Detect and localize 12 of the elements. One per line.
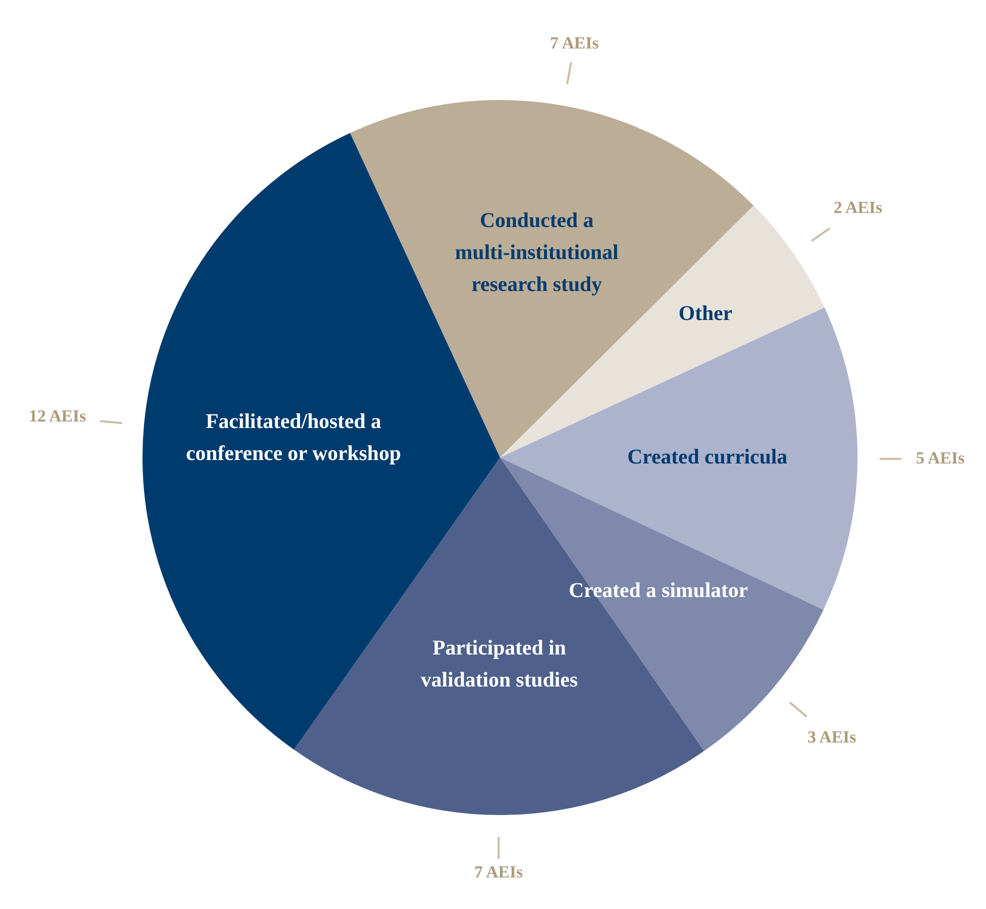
slice-label: Participated in validation studies [420,635,578,692]
data-label: 12 AEIs [28,406,86,426]
slice-label: Created a simulator [568,578,748,602]
slice-label: Created curricula [627,444,788,469]
slice-label: Conducted a multi-institutional research study [455,208,619,296]
slice-label: Other [678,301,732,326]
data-label: 3 AEIs [807,727,857,746]
slice-label: Facilitated/hosted a conference or workshop [186,409,402,466]
data-label: 2 AEIs [834,198,883,218]
data-label: 7 AEIs [474,862,524,882]
data-label: 7 AEIs [550,34,600,53]
data-label: 5 AEIs [916,448,966,468]
